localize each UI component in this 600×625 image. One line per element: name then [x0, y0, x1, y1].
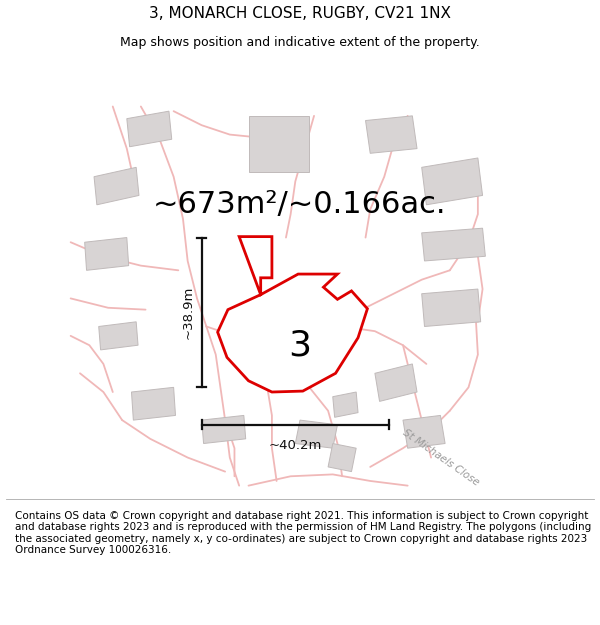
Polygon shape: [328, 444, 356, 472]
Polygon shape: [422, 158, 482, 205]
Text: ~673m²/~0.166ac.: ~673m²/~0.166ac.: [153, 190, 447, 219]
Text: St Michaels Close: St Michaels Close: [400, 428, 481, 488]
Text: ~38.9m: ~38.9m: [181, 286, 194, 339]
Polygon shape: [202, 416, 246, 444]
Polygon shape: [403, 416, 445, 448]
Polygon shape: [375, 364, 417, 401]
Polygon shape: [422, 228, 485, 261]
Polygon shape: [295, 420, 337, 448]
Polygon shape: [127, 111, 172, 147]
Text: Contains OS data © Crown copyright and database right 2021. This information is : Contains OS data © Crown copyright and d…: [15, 511, 591, 556]
Polygon shape: [422, 289, 481, 326]
Polygon shape: [94, 168, 139, 205]
Text: 3, MONARCH CLOSE, RUGBY, CV21 1NX: 3, MONARCH CLOSE, RUGBY, CV21 1NX: [149, 6, 451, 21]
Polygon shape: [85, 238, 128, 271]
Polygon shape: [218, 237, 367, 392]
Polygon shape: [333, 392, 358, 418]
Polygon shape: [365, 116, 417, 153]
Polygon shape: [131, 388, 175, 420]
Polygon shape: [248, 116, 310, 172]
Polygon shape: [99, 322, 138, 350]
Polygon shape: [300, 326, 340, 354]
Text: 3: 3: [289, 328, 311, 362]
Text: ~40.2m: ~40.2m: [269, 439, 322, 452]
Text: Map shows position and indicative extent of the property.: Map shows position and indicative extent…: [120, 36, 480, 49]
